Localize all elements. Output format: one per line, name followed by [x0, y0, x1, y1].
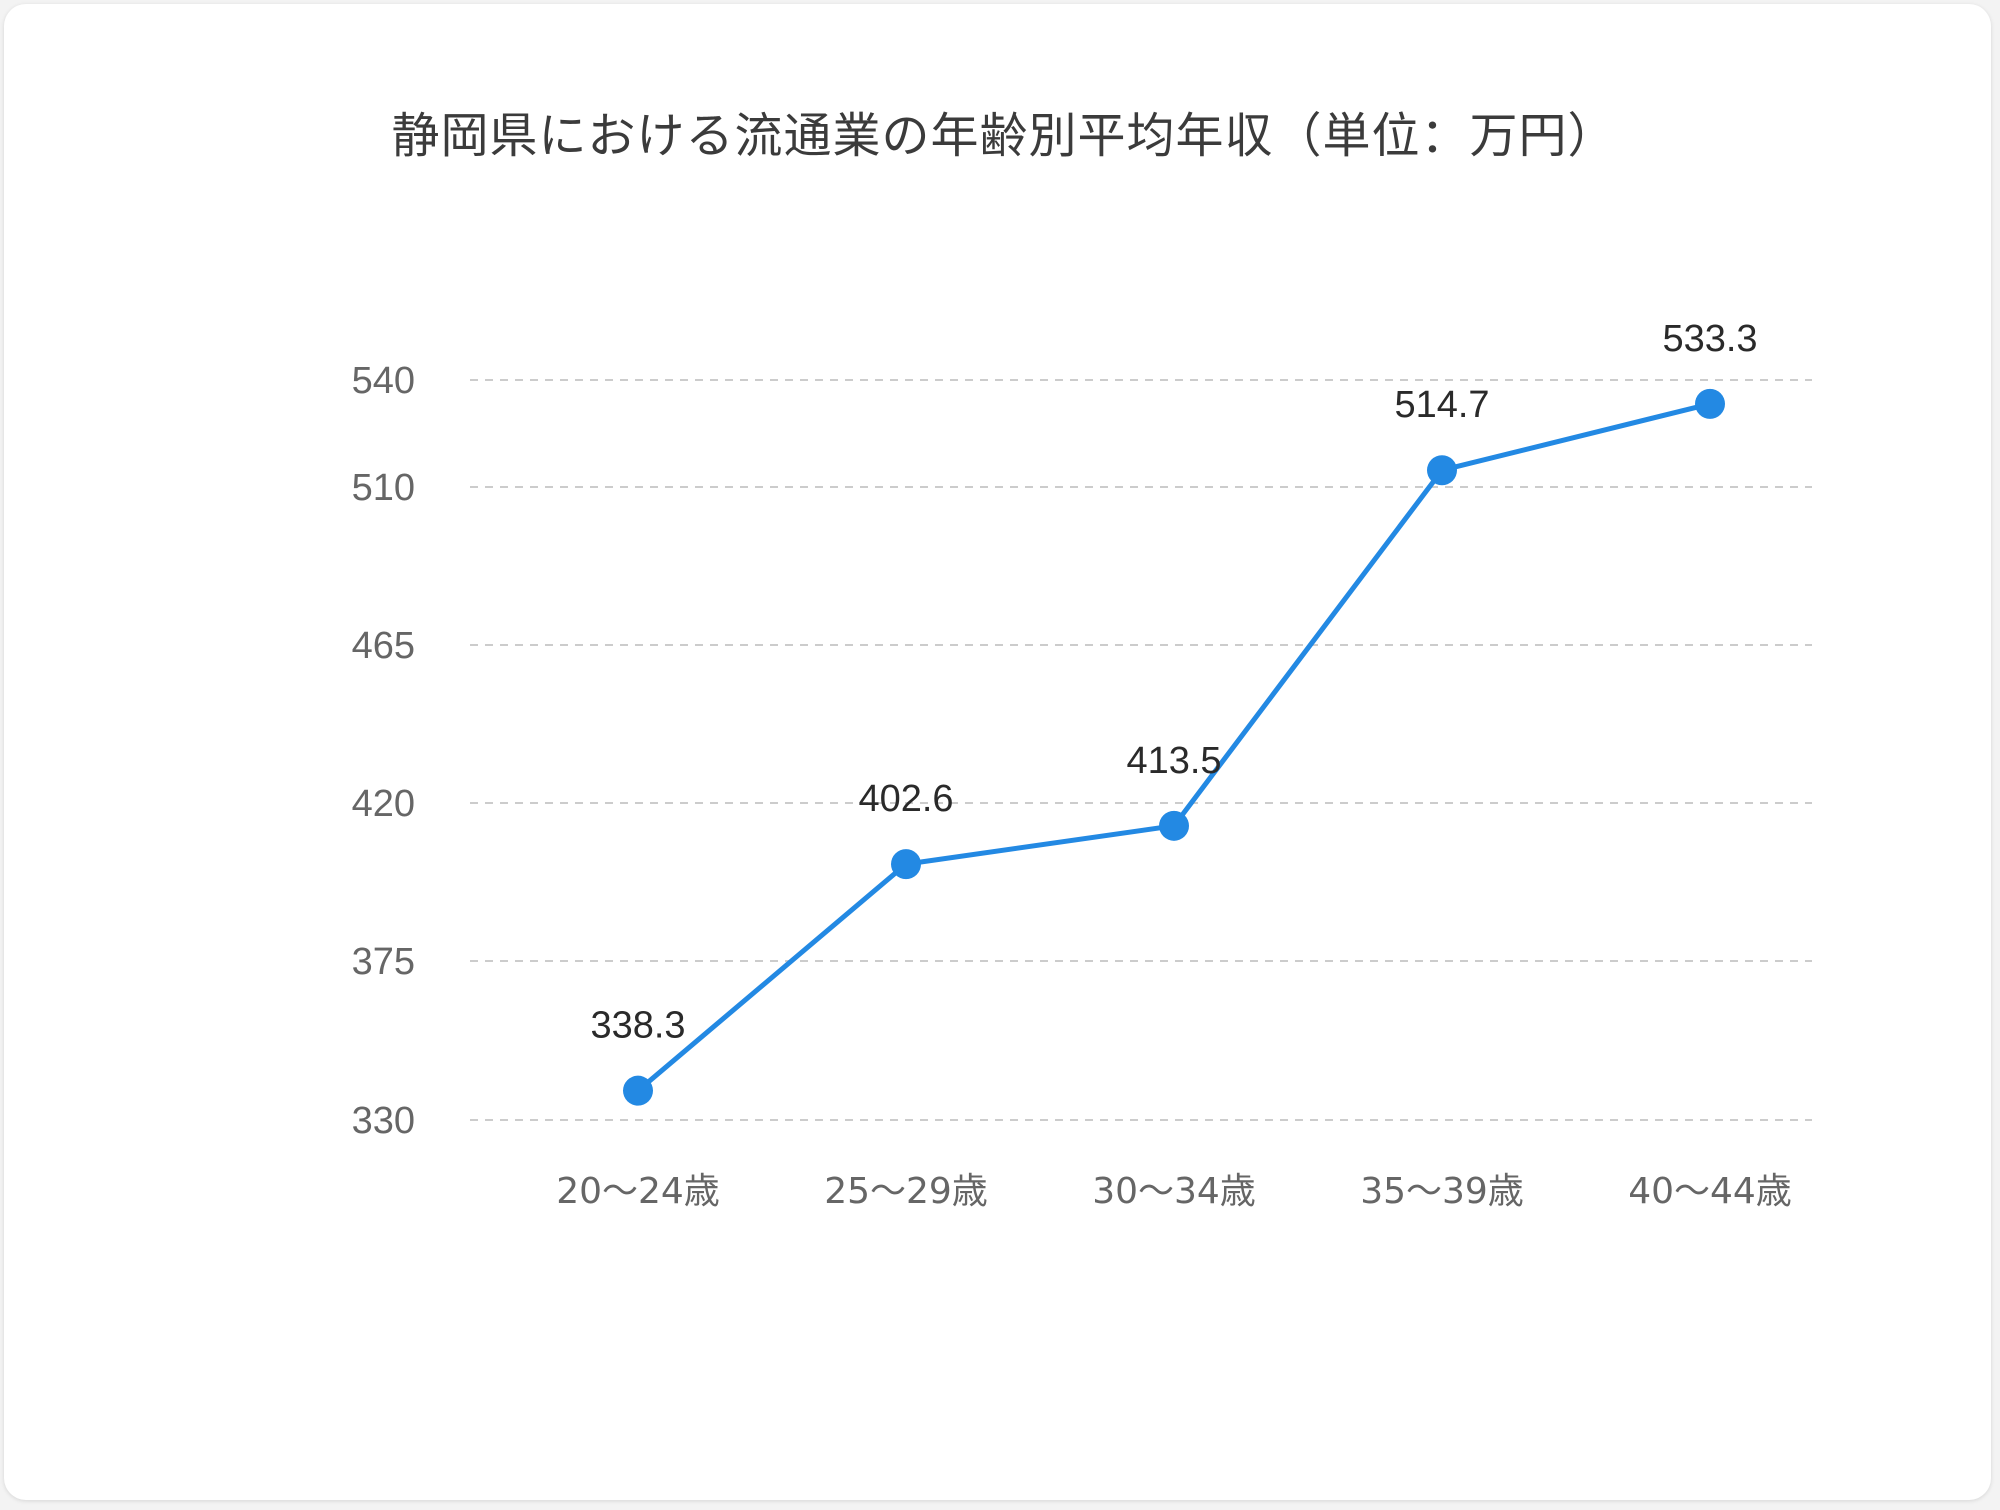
data-point[interactable] [1695, 388, 1725, 419]
x-category-label: 20〜24歳 [556, 1171, 720, 1212]
y-tick-label: 510 [352, 467, 415, 509]
chart-title: 静岡県における流通業の年齢別平均年収（単位：万円） [391, 108, 1617, 164]
y-tick-label: 375 [352, 941, 415, 983]
y-tick-label: 465 [352, 625, 415, 667]
data-point[interactable] [623, 1075, 653, 1106]
chart-card: 静岡県における流通業の年齢別平均年収（単位：万円） [4, 4, 1991, 1500]
x-category-label: 25〜29歳 [824, 1171, 988, 1212]
y-axis-ticks: 330 375 420 465 510 540 [352, 360, 415, 1142]
data-label: 402.6 [858, 778, 953, 820]
x-category-label: 40〜44歳 [1628, 1171, 1792, 1212]
data-label: 514.7 [1394, 384, 1489, 426]
data-point[interactable] [1159, 810, 1189, 841]
x-axis-categories: 20〜24歳 25〜29歳 30〜34歳 35〜39歳 40〜44歳 [556, 1171, 1792, 1212]
y-tick-label: 540 [352, 360, 415, 402]
y-tick-label: 420 [352, 783, 415, 825]
data-point[interactable] [1427, 455, 1457, 486]
data-label: 413.5 [1126, 740, 1221, 782]
x-category-label: 30〜34歳 [1092, 1171, 1256, 1212]
series-layer [623, 388, 1725, 1106]
data-label: 338.3 [590, 1005, 685, 1047]
data-point[interactable] [891, 849, 921, 880]
data-labels: 338.3 402.6 413.5 514.7 533.3 [590, 318, 1757, 1047]
x-category-label: 35〜39歳 [1360, 1171, 1524, 1212]
y-tick-label: 330 [352, 1100, 415, 1142]
data-label: 533.3 [1662, 318, 1757, 360]
